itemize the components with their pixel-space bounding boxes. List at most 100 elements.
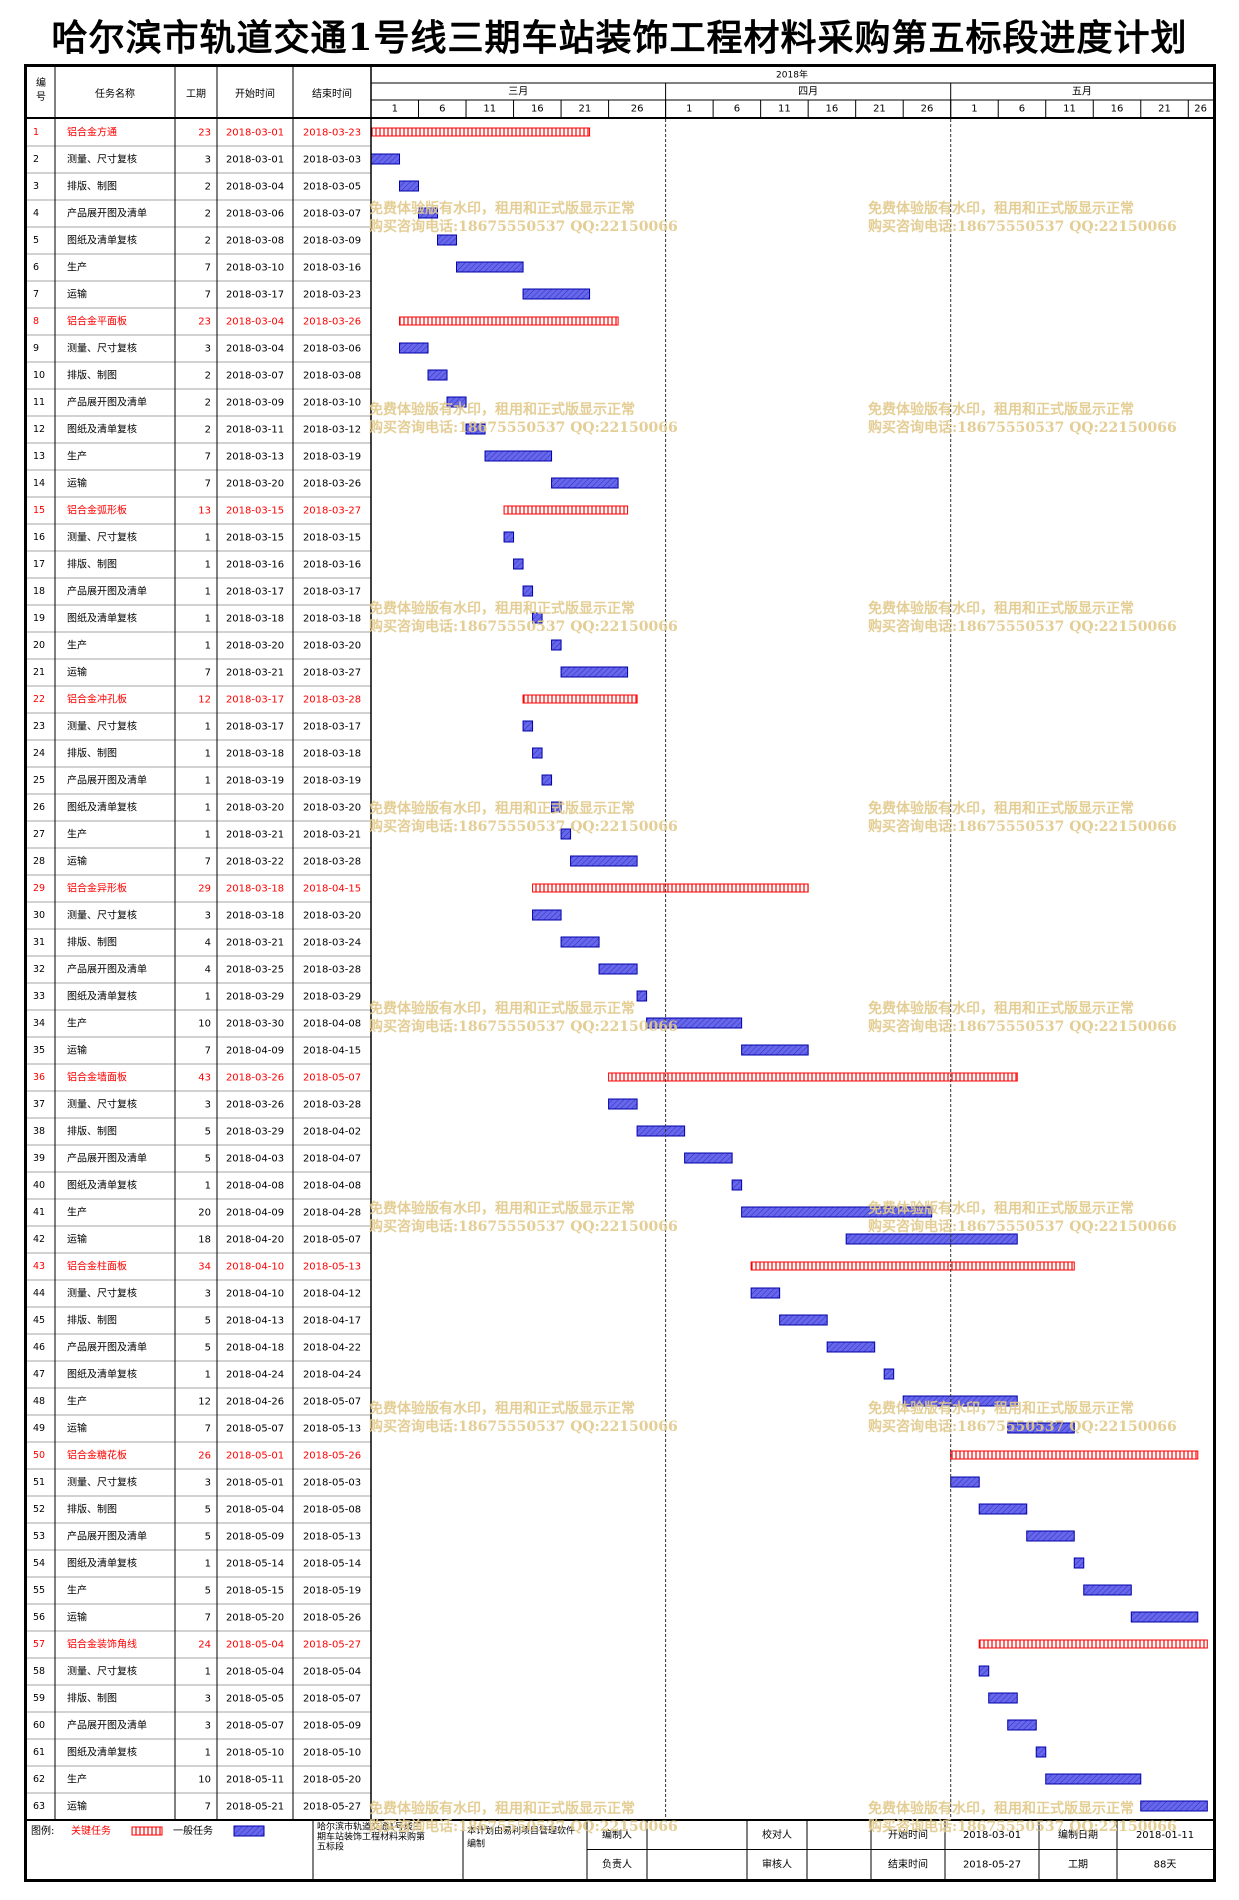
- task-start: 2018-03-01: [226, 128, 284, 139]
- task-name: 产品展开图及清单: [67, 207, 147, 220]
- task-name: 产品展开图及清单: [67, 1152, 147, 1165]
- task-id: 29: [33, 883, 45, 894]
- task-end: 2018-03-19: [303, 452, 361, 463]
- task-start: 2018-05-01: [226, 1478, 284, 1489]
- task-end: 2018-03-03: [303, 155, 361, 166]
- task-start: 2018-04-09: [226, 1208, 284, 1219]
- task-duration: 3: [205, 155, 211, 166]
- task-bar: [636, 990, 648, 1002]
- task-end: 2018-03-21: [303, 830, 361, 841]
- legend-critical-label: 关键任务: [71, 1824, 111, 1837]
- task-name: 产品展开图及清单: [67, 1341, 147, 1354]
- task-bar: [741, 1044, 809, 1056]
- task-end: 2018-03-08: [303, 371, 361, 382]
- task-duration: 20: [198, 1208, 211, 1219]
- month-label: 三月: [508, 86, 528, 98]
- task-start: 2018-05-14: [226, 1559, 284, 1570]
- task-name: 产品展开图及清单: [67, 1719, 147, 1732]
- task-id: 7: [33, 289, 39, 300]
- task-end: 2018-03-26: [303, 479, 361, 490]
- task-duration: 2: [205, 398, 211, 409]
- task-name: 图纸及清单复核: [67, 612, 137, 625]
- task-bar: [551, 477, 619, 489]
- task-bar: [532, 747, 543, 759]
- task-id: 48: [33, 1396, 45, 1407]
- task-end: 2018-03-16: [303, 560, 361, 571]
- task-id: 23: [33, 721, 45, 732]
- task-name: 产品展开图及清单: [67, 1530, 147, 1543]
- task-start: 2018-04-08: [226, 1181, 284, 1192]
- task-bar: [570, 855, 638, 867]
- task-start: 2018-04-10: [226, 1289, 284, 1300]
- footer-start-value: 2018-03-01: [963, 1830, 1021, 1841]
- header-duration: 工期: [186, 88, 206, 100]
- task-start: 2018-03-15: [226, 506, 284, 517]
- task-duration: 1: [205, 722, 211, 733]
- task-end: 2018-04-24: [303, 1370, 361, 1381]
- watermark-text: 免费体验版有水印，租用和正式版显示正常 购买咨询电话:18675550537 QQ…: [868, 201, 1177, 235]
- task-duration: 4: [205, 965, 211, 976]
- task-id: 57: [33, 1639, 45, 1650]
- task-name: 图纸及清单复核: [67, 1557, 137, 1570]
- task-bar: [741, 1206, 933, 1218]
- task-name: 排版、制图: [67, 1314, 117, 1327]
- day-tick-label: 26: [631, 104, 644, 115]
- task-duration: 43: [198, 1073, 211, 1084]
- day-tick-label: 21: [873, 104, 886, 115]
- task-duration: 1: [205, 749, 211, 760]
- task-bar: [503, 531, 515, 543]
- task-start: 2018-04-10: [226, 1262, 284, 1273]
- watermark-text: 免费体验版有水印，租用和正式版显示正常 购买咨询电话:18675550537 QQ…: [369, 801, 678, 835]
- day-tick-label: 6: [1019, 104, 1025, 115]
- task-start: 2018-05-07: [226, 1424, 284, 1435]
- task-bar: [598, 963, 638, 975]
- task-end: 2018-05-07: [303, 1235, 361, 1246]
- watermark-text: 免费体验版有水印，租用和正式版显示正常 购买咨询电话:18675550537 QQ…: [369, 402, 678, 436]
- task-start: 2018-05-07: [226, 1721, 284, 1732]
- task-start: 2018-04-03: [226, 1154, 284, 1165]
- task-end: 2018-03-17: [303, 587, 361, 598]
- task-name: 铝合金柱面板: [67, 1260, 127, 1273]
- task-name: 运输: [67, 1422, 87, 1435]
- task-bar: [560, 828, 572, 840]
- task-bar: [684, 1152, 733, 1164]
- task-duration: 1: [205, 614, 211, 625]
- task-name: 铝合金异形板: [67, 882, 127, 895]
- task-name: 运输: [67, 1233, 87, 1246]
- task-end: 2018-04-08: [303, 1181, 361, 1192]
- task-duration: 29: [198, 884, 211, 895]
- task-end: 2018-03-17: [303, 722, 361, 733]
- watermark-text: 免费体验版有水印，租用和正式版显示正常 购买咨询电话:18675550537 QQ…: [868, 801, 1177, 835]
- day-tick-label: 11: [778, 104, 791, 115]
- task-id: 9: [33, 343, 39, 354]
- task-bar: [988, 1692, 1018, 1704]
- task-end: 2018-03-05: [303, 182, 361, 193]
- task-start: 2018-05-11: [226, 1775, 284, 1786]
- footer-software-note: 编制: [467, 1838, 485, 1850]
- critical-task-bar: [750, 1261, 1075, 1271]
- task-id: 54: [33, 1558, 45, 1569]
- task-end: 2018-03-20: [303, 911, 361, 922]
- day-tick-label: 21: [578, 104, 591, 115]
- task-id: 45: [33, 1315, 45, 1326]
- day-tick-label: 6: [439, 104, 445, 115]
- task-name: 测量、尺寸复核: [67, 1287, 137, 1300]
- task-start: 2018-03-21: [226, 668, 284, 679]
- task-id: 19: [33, 613, 45, 624]
- task-end: 2018-03-28: [303, 695, 361, 706]
- task-end: 2018-04-17: [303, 1316, 361, 1327]
- task-name: 铝合金糖花板: [67, 1449, 127, 1462]
- watermark-text: 免费体验版有水印，租用和正式版显示正常 购买咨询电话:18675550537 QQ…: [369, 1201, 678, 1235]
- task-bar: [1007, 1422, 1075, 1434]
- task-id: 40: [33, 1180, 45, 1191]
- task-duration: 1: [205, 803, 211, 814]
- task-start: 2018-05-10: [226, 1748, 284, 1759]
- task-duration: 1: [205, 560, 211, 571]
- task-start: 2018-04-26: [226, 1397, 284, 1408]
- watermark-text: 免费体验版有水印，租用和正式版显示正常 购买咨询电话:18675550537 QQ…: [868, 1401, 1177, 1435]
- task-duration: 7: [205, 1046, 211, 1057]
- task-end: 2018-03-27: [303, 506, 361, 517]
- gantt-frame: 编号任务名称 工期 开始时间 结束时间 2018年 三月 1 6 11 16 21 26 四月 1 6 11 1…: [24, 64, 1216, 1882]
- task-duration: 1: [205, 1559, 211, 1570]
